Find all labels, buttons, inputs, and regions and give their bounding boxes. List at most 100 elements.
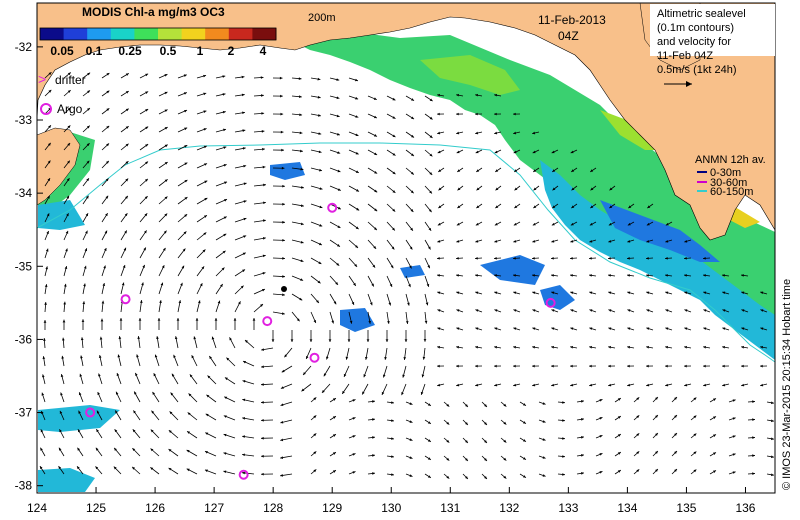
velocity-arrow-head (170, 392, 174, 396)
velocity-arrow-head (282, 184, 285, 188)
velocity-arrow-head (408, 284, 411, 288)
velocity-arrow-head (184, 162, 188, 166)
velocity-arrow-head (589, 383, 593, 387)
velocity-arrow-head (522, 475, 526, 478)
velocity-arrow-head (229, 337, 232, 341)
velocity-arrow-head (145, 161, 149, 165)
velocity-arrow-head (713, 470, 717, 473)
velocity-arrow-head (532, 291, 536, 295)
velocity-arrow-head (67, 143, 71, 146)
velocity-arrow-head (67, 90, 71, 93)
velocity-arrow-head (437, 327, 441, 331)
velocity-arrow-head (48, 72, 52, 76)
velocity-arrow-head (306, 355, 309, 359)
velocity-arrow-head (164, 179, 168, 183)
velocity-arrow-head (280, 438, 284, 442)
velocity-arrow-head (646, 345, 649, 349)
velocity-arrow-head (771, 401, 774, 405)
velocity-arrow-head (409, 265, 412, 269)
velocity-arrow-head (392, 190, 396, 193)
velocity-arrow-head (116, 373, 120, 377)
velocity-arrow-head (203, 145, 207, 149)
velocity-arrow-head (319, 224, 323, 227)
velocity-arrow-head (141, 282, 144, 286)
velocity-arrow-head (66, 178, 70, 182)
anmn-legend-title: ANMN 12h av. (695, 154, 766, 166)
velocity-arrow-head (665, 383, 669, 387)
velocity-arrow-head (674, 433, 677, 436)
velocity-arrow-head (424, 320, 428, 324)
velocity-arrow-head (135, 372, 138, 376)
velocity-arrow-head (372, 436, 375, 439)
velocity-arrow-head (188, 393, 192, 397)
velocity-arrow-head (732, 471, 736, 474)
colorbar-title: MODIS Chl-a mg/m3 OC3 (82, 5, 225, 19)
anmn-legend-item: 0-30m (697, 167, 741, 179)
velocity-arrow-head (562, 419, 565, 422)
velocity-arrow-head (157, 318, 161, 321)
velocity-arrow-head (429, 190, 432, 194)
velocity-arrow-head (674, 397, 677, 400)
velocity-arrow-head (331, 320, 334, 324)
velocity-arrow-head (627, 383, 631, 387)
velocity-arrow-head (503, 439, 507, 443)
velocity-arrow-head (392, 152, 396, 156)
velocity-arrow-head (429, 116, 433, 120)
velocity-arrow-head (581, 417, 584, 421)
colorbar-tick-label: 0.25 (118, 44, 142, 58)
velocity-arrow-head (106, 125, 110, 129)
velocity-arrow-head (309, 339, 313, 342)
velocity-arrow-head (533, 205, 537, 209)
velocity-arrow-head (282, 220, 285, 224)
velocity-arrow-head (204, 163, 208, 166)
velocity-arrow-head (104, 230, 108, 234)
velocity-arrow-head (183, 92, 187, 95)
velocity-arrow-head (347, 339, 351, 342)
velocity-arrow-head (137, 336, 141, 339)
velocity-arrow-head (326, 356, 329, 360)
velocity-arrow-head (45, 266, 49, 270)
velocity-arrow-head (665, 274, 668, 277)
velocity-arrow-head (423, 339, 427, 342)
velocity-arrow-head (223, 163, 227, 167)
velocity-arrow-head (245, 340, 248, 343)
velocity-arrow-head (446, 457, 450, 461)
velocity-arrow-head (475, 222, 479, 226)
velocity-arrow-head (760, 309, 764, 312)
velocity-arrow-head (67, 125, 71, 129)
velocity-arrow-head (151, 410, 155, 414)
colorbar-swatch (181, 28, 206, 40)
velocity-arrow-head (300, 149, 303, 153)
velocity-arrow-head (242, 471, 245, 475)
velocity-arrow-head (261, 454, 264, 458)
velocity-arrow-head (608, 256, 611, 260)
velocity-arrow-head (125, 126, 129, 129)
velocity-arrow-head (456, 383, 460, 387)
velocity-arrow-head (317, 280, 321, 284)
velocity-arrow-head (437, 274, 440, 277)
velocity-arrow-head (608, 222, 612, 226)
velocity-arrow-head (114, 447, 117, 451)
velocity-arrow-head (241, 75, 245, 79)
colorbar-tick-label: 1 (197, 44, 204, 58)
velocity-arrow-head (343, 373, 347, 377)
velocity-arrow-head (532, 256, 535, 260)
marker-legend: > drifter Argo (38, 71, 86, 116)
velocity-arrow-head (161, 265, 165, 269)
argo-float-marker (262, 316, 273, 327)
velocity-arrow-head (261, 130, 265, 133)
velocity-arrow-head (242, 398, 246, 402)
velocity-arrow-head (456, 93, 459, 97)
argo-legend-label: Argo (57, 102, 83, 116)
velocity-arrow-head (280, 94, 283, 98)
velocity-arrow-head (164, 91, 168, 95)
velocity-arrow-head (47, 142, 51, 146)
velocity-arrow-head (162, 247, 166, 251)
velocity-arrow-head (261, 436, 264, 440)
velocity-arrow-head (403, 357, 407, 360)
velocity-arrow-head (684, 364, 687, 368)
velocity-arrow-head (655, 415, 658, 418)
velocity-arrow-head (96, 429, 99, 433)
altimetry-line-4: 11-Feb 04Z (657, 50, 713, 62)
velocity-arrow-head (484, 476, 487, 479)
